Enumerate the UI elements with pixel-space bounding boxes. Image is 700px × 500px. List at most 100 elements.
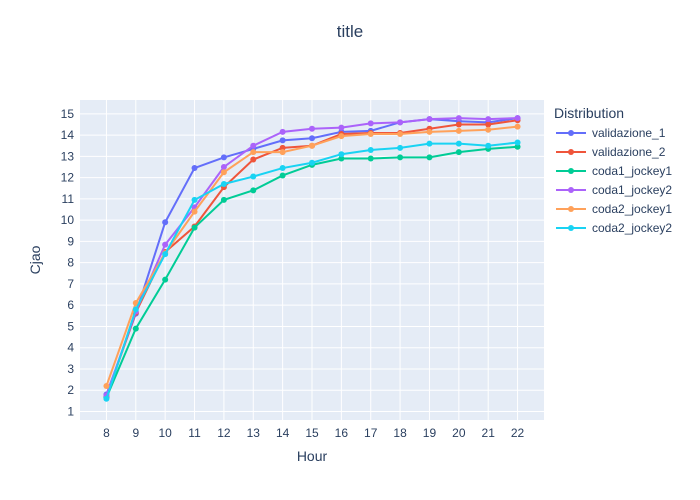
- data-point: [309, 135, 315, 142]
- data-point: [455, 121, 462, 128]
- data-point: [162, 241, 169, 248]
- x-tick-label: 22: [511, 426, 525, 440]
- x-tick-label: 18: [393, 426, 407, 440]
- data-point: [485, 116, 492, 123]
- legend-item[interactable]: coda2_jockey2: [556, 221, 672, 235]
- data-point: [162, 219, 169, 226]
- data-point: [191, 196, 198, 203]
- x-tick-label: 9: [132, 426, 139, 440]
- data-point: [514, 123, 521, 130]
- data-point: [250, 149, 257, 156]
- data-point: [220, 169, 227, 176]
- y-tick-label: 12: [61, 171, 75, 185]
- data-point: [485, 121, 492, 128]
- legend-label: coda1_jockey2: [592, 183, 672, 197]
- x-tick-label: 10: [158, 426, 172, 440]
- data-point: [338, 124, 345, 131]
- data-point: [397, 154, 404, 161]
- data-point: [162, 276, 169, 283]
- legend-swatch-marker: [568, 168, 574, 174]
- data-point: [309, 125, 315, 132]
- data-point: [426, 140, 433, 147]
- chart-title: title: [337, 22, 363, 41]
- data-point: [279, 144, 286, 151]
- x-tick-label: 8: [103, 426, 110, 440]
- data-point: [485, 142, 492, 149]
- legend-swatch-marker: [568, 149, 574, 155]
- data-point: [514, 139, 521, 146]
- x-tick-label: 14: [276, 426, 290, 440]
- y-tick-label: 3: [67, 362, 74, 376]
- data-point: [397, 131, 404, 138]
- x-tick-label: 16: [335, 426, 349, 440]
- legend-swatch-marker: [568, 187, 574, 193]
- data-point: [250, 187, 257, 194]
- data-point: [250, 156, 257, 163]
- x-axis-ticks: 8 9 10 11 12 13 14 15 16 17 18 19 20 21 22: [103, 426, 524, 440]
- x-tick-label: 20: [452, 426, 466, 440]
- x-tick-label: 21: [482, 426, 496, 440]
- data-point: [455, 115, 462, 122]
- data-point: [279, 172, 286, 179]
- data-point: [279, 137, 286, 144]
- x-tick-label: 15: [305, 426, 319, 440]
- data-point: [220, 154, 227, 161]
- legend-item[interactable]: coda1_jockey2: [556, 183, 672, 197]
- series-layer: [103, 115, 521, 402]
- data-point: [132, 306, 139, 313]
- data-point: [426, 128, 433, 135]
- y-tick-label: 5: [67, 319, 74, 333]
- data-point: [191, 224, 198, 231]
- y-tick-label: 1: [67, 404, 74, 418]
- data-point: [426, 154, 433, 161]
- y-tick-label: 14: [61, 128, 75, 142]
- data-point: [279, 149, 286, 156]
- legend-label: coda1_jockey1: [592, 164, 672, 178]
- data-point: [426, 116, 433, 123]
- y-tick-label: 4: [67, 341, 74, 355]
- data-point: [367, 120, 374, 127]
- x-tick-label: 17: [364, 426, 378, 440]
- y-tick-label: 10: [61, 213, 75, 227]
- data-point: [191, 165, 198, 172]
- data-point: [162, 251, 169, 258]
- data-point: [367, 131, 374, 138]
- legend-swatch-marker: [568, 225, 574, 231]
- legend-item[interactable]: coda1_jockey1: [556, 164, 672, 178]
- y-axis-title: Cjao: [27, 245, 43, 274]
- data-point: [250, 173, 257, 180]
- y-tick-label: 9: [67, 234, 74, 248]
- data-point: [367, 146, 374, 153]
- data-point: [455, 149, 462, 156]
- y-tick-label: 7: [67, 277, 74, 291]
- data-point: [103, 382, 110, 389]
- legend-swatch-marker: [568, 206, 574, 212]
- x-tick-label: 11: [188, 426, 201, 440]
- y-tick-label: 13: [61, 149, 75, 163]
- x-axis-title: Hour: [297, 448, 328, 464]
- data-point: [220, 180, 227, 187]
- legend-item[interactable]: validazione_1: [556, 126, 666, 140]
- data-point: [455, 140, 462, 147]
- data-point: [514, 143, 521, 150]
- y-tick-label: 2: [67, 383, 74, 397]
- x-tick-label: 19: [423, 426, 437, 440]
- legend-title: Distribution: [554, 105, 624, 121]
- x-tick-label: 12: [217, 426, 231, 440]
- legend-item[interactable]: coda2_jockey1: [556, 202, 672, 216]
- data-point: [338, 155, 345, 162]
- legend-label: coda2_jockey1: [592, 202, 672, 216]
- data-point: [397, 119, 404, 126]
- y-tick-label: 6: [67, 298, 74, 312]
- series-coda1_jockey2: [103, 115, 521, 399]
- data-point: [485, 126, 492, 133]
- data-point: [397, 144, 404, 151]
- data-point: [220, 196, 227, 203]
- legend: Distribution validazione_1 validazione_2c…: [554, 105, 672, 235]
- data-point: [514, 115, 521, 122]
- y-tick-label: 11: [62, 192, 75, 206]
- legend-item[interactable]: validazione_2: [556, 145, 666, 159]
- data-point: [279, 128, 286, 135]
- legend-label: validazione_1: [592, 126, 666, 140]
